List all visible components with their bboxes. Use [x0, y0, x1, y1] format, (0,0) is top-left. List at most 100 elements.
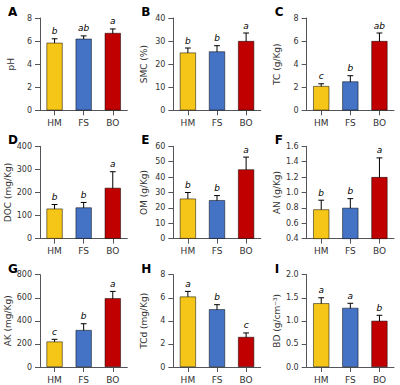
svg-text:4: 4 — [294, 60, 299, 69]
svg-text:C: C — [275, 5, 284, 19]
svg-text:a: a — [318, 285, 324, 295]
svg-text:a: a — [185, 279, 191, 289]
svg-text:1.2: 1.2 — [286, 173, 299, 182]
svg-text:10: 10 — [155, 219, 165, 228]
svg-text:a: a — [243, 21, 249, 31]
svg-text:BD (g/cm⁻³): BD (g/cm⁻³) — [272, 294, 282, 348]
svg-text:HM: HM — [47, 118, 62, 128]
svg-text:AN (g/Kg): AN (g/Kg) — [272, 171, 282, 214]
svg-text:200: 200 — [17, 188, 32, 197]
svg-text:1.0: 1.0 — [286, 316, 299, 325]
svg-text:BO: BO — [373, 118, 386, 128]
svg-text:300: 300 — [17, 165, 32, 174]
svg-text:TC (g/Kg): TC (g/Kg) — [272, 43, 282, 86]
svg-text:30: 30 — [155, 37, 165, 46]
svg-text:b: b — [377, 303, 383, 313]
svg-text:HM: HM — [181, 246, 196, 256]
svg-text:8: 8 — [294, 14, 299, 23]
svg-text:HM: HM — [181, 118, 196, 128]
svg-text:c: c — [319, 71, 324, 81]
svg-text:BO: BO — [240, 118, 253, 128]
svg-text:BO: BO — [106, 118, 119, 128]
svg-text:FS: FS — [212, 246, 223, 256]
svg-text:20: 20 — [155, 60, 165, 69]
svg-text:b: b — [52, 192, 58, 202]
svg-text:0: 0 — [160, 363, 165, 372]
svg-text:60: 60 — [155, 142, 165, 151]
svg-text:FS: FS — [212, 375, 223, 385]
svg-text:HM: HM — [314, 246, 329, 256]
svg-text:30: 30 — [155, 188, 165, 197]
svg-text:pH: pH — [6, 58, 16, 70]
svg-text:8: 8 — [27, 14, 32, 23]
svg-text:HM: HM — [181, 375, 196, 385]
svg-text:b: b — [318, 188, 324, 198]
svg-text:0: 0 — [294, 106, 299, 115]
svg-text:A: A — [8, 5, 18, 19]
svg-text:40: 40 — [155, 14, 165, 23]
svg-text:0: 0 — [160, 106, 165, 115]
svg-text:ab: ab — [78, 23, 90, 33]
svg-text:0.6: 0.6 — [286, 219, 299, 228]
svg-text:a: a — [377, 145, 383, 155]
svg-text:BO: BO — [240, 246, 253, 256]
svg-text:FS: FS — [78, 246, 89, 256]
svg-text:20: 20 — [155, 203, 165, 212]
svg-text:b: b — [347, 186, 353, 196]
svg-text:8: 8 — [160, 270, 165, 279]
svg-text:2: 2 — [27, 83, 32, 92]
svg-text:FS: FS — [345, 118, 356, 128]
svg-text:B: B — [141, 5, 150, 19]
svg-text:6: 6 — [27, 37, 32, 46]
svg-text:1.4: 1.4 — [286, 157, 299, 166]
svg-text:10: 10 — [155, 83, 165, 92]
svg-text:0: 0 — [160, 234, 165, 243]
svg-text:40: 40 — [155, 173, 165, 182]
svg-text:400: 400 — [17, 316, 32, 325]
svg-text:0.4: 0.4 — [286, 234, 299, 243]
svg-text:2: 2 — [160, 339, 165, 348]
svg-text:b: b — [214, 183, 220, 193]
svg-text:FS: FS — [78, 118, 89, 128]
svg-text:ab: ab — [374, 21, 386, 31]
svg-text:400: 400 — [17, 142, 32, 151]
svg-text:800: 800 — [17, 270, 32, 279]
svg-text:2.0: 2.0 — [286, 270, 299, 279]
svg-text:BO: BO — [106, 375, 119, 385]
svg-text:b: b — [185, 36, 191, 46]
svg-text:DOC (mg/Kg): DOC (mg/Kg) — [3, 163, 13, 222]
svg-text:b: b — [185, 180, 191, 190]
svg-text:6: 6 — [160, 293, 165, 302]
svg-text:E: E — [141, 133, 149, 147]
svg-text:OM (g/Kg): OM (g/Kg) — [139, 170, 149, 215]
svg-text:b: b — [52, 26, 58, 36]
svg-text:b: b — [214, 292, 220, 302]
svg-text:a: a — [348, 291, 354, 301]
svg-text:1.6: 1.6 — [286, 142, 299, 151]
svg-text:BO: BO — [373, 246, 386, 256]
svg-text:2: 2 — [294, 83, 299, 92]
svg-text:4: 4 — [160, 316, 165, 325]
svg-text:H: H — [141, 262, 151, 276]
svg-text:HM: HM — [314, 375, 329, 385]
svg-text:TCd (mg/Kg): TCd (mg/Kg) — [139, 293, 149, 350]
svg-text:a: a — [243, 145, 249, 155]
svg-text:FS: FS — [78, 375, 89, 385]
svg-text:200: 200 — [17, 339, 32, 348]
svg-text:0: 0 — [27, 106, 32, 115]
svg-text:SMC (%): SMC (%) — [139, 45, 149, 83]
svg-text:100: 100 — [17, 211, 32, 220]
svg-text:I: I — [275, 262, 279, 276]
svg-text:BO: BO — [106, 246, 119, 256]
svg-text:BO: BO — [240, 375, 253, 385]
svg-text:0.8: 0.8 — [286, 203, 299, 212]
svg-text:0.5: 0.5 — [286, 339, 299, 348]
svg-text:HM: HM — [47, 375, 62, 385]
svg-text:a: a — [110, 159, 116, 169]
svg-text:b: b — [81, 311, 87, 321]
svg-text:a: a — [110, 16, 116, 26]
svg-text:c: c — [244, 320, 249, 330]
svg-text:1.0: 1.0 — [286, 188, 299, 197]
svg-text:50: 50 — [155, 157, 165, 166]
svg-text:600: 600 — [17, 293, 32, 302]
